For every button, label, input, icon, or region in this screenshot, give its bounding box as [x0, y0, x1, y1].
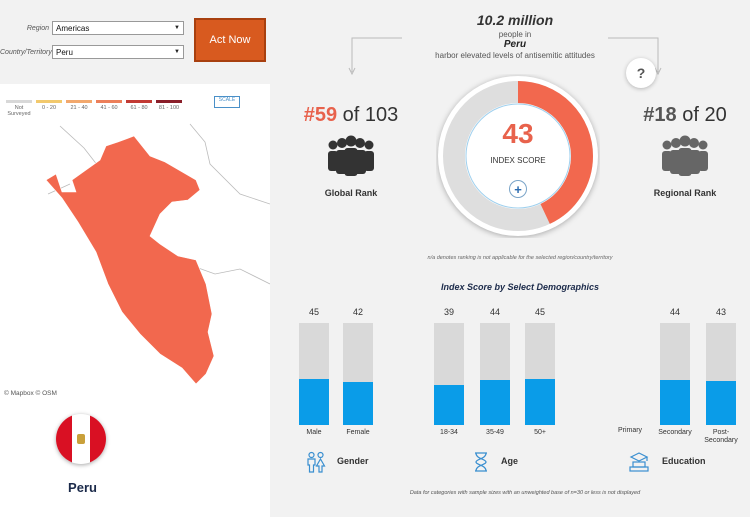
bar-value: 44 [669, 307, 680, 317]
legend-item: 61 - 80 [126, 100, 152, 117]
country-value: Peru [56, 47, 73, 57]
legend-label: 41 - 60 [100, 105, 118, 111]
border-line [189, 123, 270, 205]
bar-fill [706, 381, 736, 425]
map-canvas [45, 123, 270, 384]
map[interactable]: Not Surveyed 0 - 20 21 - 40 41 - 60 61 - 80 8… [0, 84, 270, 402]
filter-controls: Region Americas ▼ Country/Territory Peru… [0, 14, 270, 66]
headline: 10.2 million people in Peru harbor eleva… [400, 12, 630, 60]
chevron-down-icon: ▼ [174, 25, 180, 31]
bar-age-50-plus[interactable]: 45 50+ [525, 307, 555, 436]
bar-fill [525, 379, 555, 425]
legend-label: Not Surveyed [7, 105, 31, 118]
affected-count: 10.2 million [476, 12, 554, 28]
index-score-value: 43 [502, 118, 534, 149]
bar-female[interactable]: 42 Female [343, 307, 373, 436]
bar-secondary[interactable]: 44 Secondary [658, 307, 691, 436]
bar-fill [343, 382, 373, 425]
bar-label-primary: Primary [617, 427, 643, 434]
country-name: Peru [68, 480, 97, 495]
education-label: Education [662, 456, 706, 466]
headline-description: harbor elevated levels of antisemitic at… [435, 51, 595, 60]
help-question-icon[interactable]: ? [626, 58, 656, 88]
global-rank-number: #59 [303, 104, 338, 126]
legend-item: 81 - 100 [156, 100, 182, 117]
bar-value: 43 [715, 307, 726, 317]
legend-item: 21 - 40 [66, 100, 92, 117]
age-label: Age [501, 456, 519, 466]
region-value: Americas [56, 23, 90, 33]
country-select[interactable]: Peru ▼ [52, 45, 184, 59]
legend-label: 61 - 80 [130, 105, 148, 111]
bar-label: Male [306, 429, 322, 436]
na-note: n/a denotes ranking is not applicable fo… [427, 255, 613, 261]
global-rank: #59 of 103 Global Rank [296, 104, 406, 198]
bar-age-18-34[interactable]: 39 18-34 [434, 307, 464, 436]
country-card: Peru [0, 402, 270, 517]
country-row: Country/Territory Peru ▼ [0, 44, 184, 60]
gender-icon [307, 451, 326, 473]
bar-fill [480, 380, 510, 425]
regional-rank-number: #18 [643, 104, 677, 126]
headline-country: Peru [503, 39, 527, 50]
bar-value: 44 [489, 307, 500, 317]
regional-rank-label: Regional Rank [653, 188, 717, 198]
donut-chart [438, 76, 598, 236]
index-score-label: INDEX SCORE [490, 156, 546, 165]
bar-age-35-49[interactable]: 44 35-49 [480, 307, 510, 436]
bar-label: 50+ [534, 429, 546, 436]
region-select[interactable]: Americas ▼ [52, 21, 184, 35]
map-legend: Not Surveyed 0 - 20 21 - 40 41 - 60 61 - 80 8… [6, 100, 182, 117]
bar-label: 35-49 [486, 429, 504, 436]
scale-icon[interactable]: SCALE [214, 96, 240, 108]
border-line [59, 125, 99, 167]
regional-rank-total: of 20 [682, 104, 727, 126]
country-label: Country/Territory [0, 48, 52, 56]
left-panel: Region Americas ▼ Country/Territory Peru… [0, 0, 270, 517]
expand-plus-button[interactable]: + [509, 180, 527, 198]
map-attribution: © Mapbox © OSM [4, 390, 57, 397]
regional-rank: #18 of 20 Regional Rank [632, 104, 738, 198]
bar-male[interactable]: 45 Male [299, 307, 329, 436]
peru-region[interactable] [45, 135, 215, 384]
people-group-icon [662, 135, 708, 176]
region-label: Region [26, 24, 49, 32]
bar-fill [434, 385, 464, 425]
hourglass-icon [475, 452, 487, 472]
bar-label: Post- Secondary [704, 429, 738, 445]
legend-label: 0 - 20 [41, 105, 57, 111]
global-rank-total: of 103 [342, 104, 399, 126]
chevron-down-icon: ▼ [174, 49, 180, 55]
people-in-text: people in [498, 30, 532, 39]
gender-label: Gender [337, 456, 369, 466]
index-score-donut: 43 INDEX SCORE + [436, 74, 600, 238]
act-now-button[interactable]: Act Now [194, 18, 266, 62]
legend-label: 81 - 100 [158, 105, 180, 111]
region-row: Region Americas ▼ [0, 20, 184, 36]
legend-item: 41 - 60 [96, 100, 122, 117]
scale-label: SCALE [218, 97, 236, 103]
bar-label: Female [346, 429, 370, 436]
bar-fill [299, 379, 329, 425]
bar-value: 42 [352, 307, 363, 317]
global-rank-label: Global Rank [324, 188, 378, 198]
footer-note: Data for categories with sample sizes wi… [409, 490, 641, 496]
bar-value: 45 [534, 307, 545, 317]
peru-flag-icon [56, 414, 106, 464]
legend-item: Not Surveyed [6, 100, 32, 117]
education-icon [629, 452, 649, 472]
bar-value: 39 [443, 307, 454, 317]
bar-post-secondary[interactable]: 43 Post- Secondary [704, 307, 737, 444]
legend-label: 21 - 40 [70, 105, 88, 111]
donut-score-arc [443, 81, 593, 231]
connector-lines [348, 37, 662, 76]
bar-label: Secondary [658, 429, 692, 436]
bar-label: 18-34 [440, 429, 458, 436]
bar-value: 45 [308, 307, 319, 317]
demographics-title: Index Score by Select Demographics [440, 282, 600, 292]
people-group-icon [328, 135, 374, 176]
legend-item: 0 - 20 [36, 100, 62, 117]
bar-fill [660, 380, 690, 425]
